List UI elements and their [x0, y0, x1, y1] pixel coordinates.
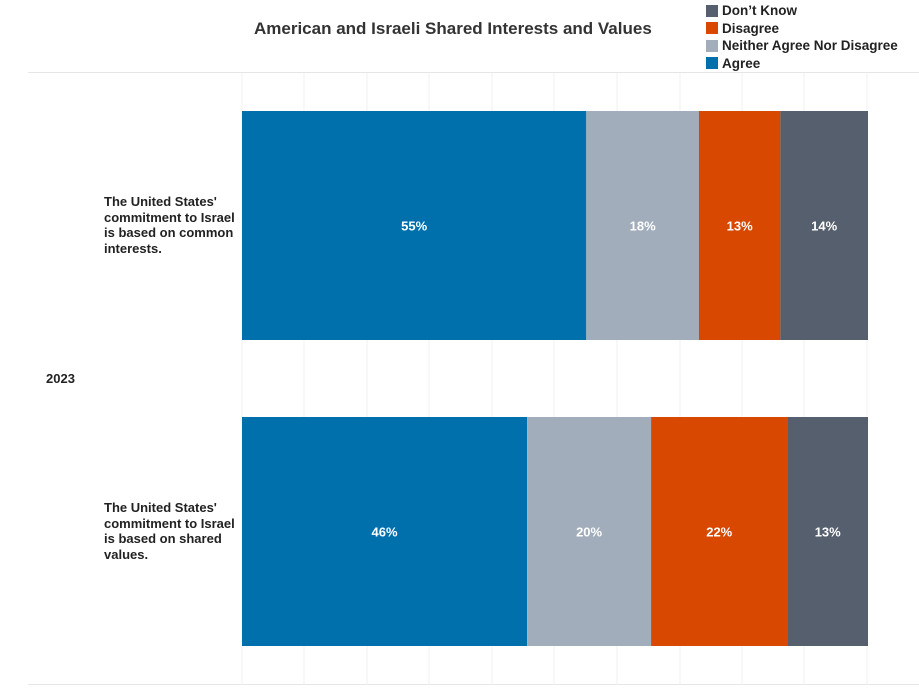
bar-segment-disagree-0 — [698, 111, 781, 340]
data-label-agree-0: 55% — [401, 219, 427, 234]
bar-segment-neither-0 — [586, 111, 699, 340]
legend-swatch-neither — [706, 39, 718, 52]
legend-swatch-agree — [706, 57, 718, 70]
plot-area — [28, 72, 919, 685]
data-label-neither-0: 18% — [630, 219, 656, 234]
chart-title: American and Israeli Shared Interests an… — [254, 19, 652, 38]
legend-item-dont-know: Don’t Know — [706, 2, 916, 20]
row-label-common-interests: The United States' commitment to Israel … — [104, 194, 235, 256]
bar-segment-agree-1 — [242, 417, 528, 646]
legend: Don’t Know Disagree Neither Agree Nor Di… — [706, 2, 916, 72]
bar-segment-dont-know-1 — [787, 417, 868, 646]
bar-segment-agree-0 — [242, 111, 587, 340]
bar-segment-dont-know-0 — [780, 111, 868, 340]
group-label-year: 2023 — [46, 371, 75, 386]
data-label-neither-1: 20% — [576, 525, 602, 540]
legend-swatch-dont-know — [706, 4, 718, 17]
legend-item-agree: Agree — [706, 55, 916, 73]
data-label-dont-know-1: 13% — [815, 525, 841, 540]
legend-item-disagree: Disagree — [706, 20, 916, 38]
data-label-disagree-1: 22% — [706, 525, 732, 540]
data-label-disagree-0: 13% — [727, 219, 753, 234]
data-label-dont-know-0: 14% — [811, 219, 837, 234]
row-label-shared-values: The United States' commitment to Israel … — [104, 500, 235, 562]
legend-label: Disagree — [722, 20, 780, 36]
legend-label: Don’t Know — [722, 3, 797, 19]
bar-segment-disagree-1 — [651, 417, 788, 646]
bar-segment-neither-1 — [527, 417, 652, 646]
legend-item-neither: Neither Agree Nor Disagree — [706, 37, 916, 55]
legend-swatch-disagree — [706, 22, 718, 35]
legend-label: Agree — [722, 55, 761, 71]
data-label-agree-1: 46% — [372, 525, 398, 540]
legend-label: Neither Agree Nor Disagree — [722, 38, 898, 54]
